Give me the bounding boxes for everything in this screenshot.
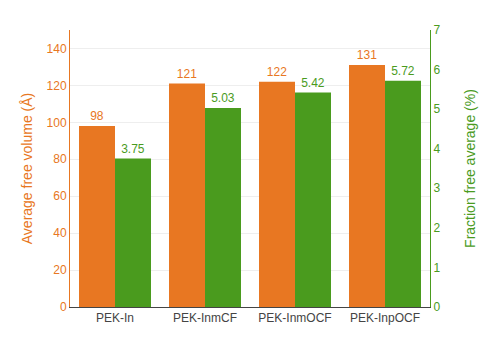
svg-text:5.72: 5.72 — [391, 64, 415, 78]
svg-text:PEK-InpOCF: PEK-InpOCF — [350, 311, 420, 325]
svg-text:140: 140 — [47, 42, 67, 56]
svg-text:0: 0 — [433, 300, 440, 314]
svg-text:0: 0 — [60, 300, 67, 314]
svg-text:60: 60 — [53, 189, 67, 203]
svg-text:PEK-InmOCF: PEK-InmOCF — [258, 311, 331, 325]
svg-text:Fraction free average (%): Fraction free average (%) — [462, 89, 478, 248]
svg-text:3.75: 3.75 — [121, 142, 145, 156]
svg-text:2: 2 — [433, 221, 440, 235]
svg-text:40: 40 — [53, 226, 67, 240]
svg-text:4: 4 — [433, 142, 440, 156]
svg-text:122: 122 — [267, 65, 287, 79]
svg-text:6: 6 — [433, 63, 440, 77]
svg-text:98: 98 — [90, 109, 104, 123]
svg-text:PEK-In: PEK-In — [96, 311, 134, 325]
svg-text:Average free volume (Å): Average free volume (Å) — [19, 93, 35, 244]
svg-text:5: 5 — [433, 102, 440, 116]
svg-text:5.42: 5.42 — [301, 76, 325, 90]
svg-text:7: 7 — [433, 23, 440, 37]
svg-text:121: 121 — [177, 67, 197, 81]
svg-text:1: 1 — [433, 261, 440, 275]
svg-text:5.03: 5.03 — [211, 91, 235, 105]
svg-text:PEK-InmCF: PEK-InmCF — [173, 311, 237, 325]
svg-text:131: 131 — [357, 48, 377, 62]
svg-text:100: 100 — [47, 116, 67, 130]
svg-text:120: 120 — [47, 79, 67, 93]
svg-text:3: 3 — [433, 181, 440, 195]
svg-text:20: 20 — [53, 263, 67, 277]
svg-text:80: 80 — [53, 152, 67, 166]
